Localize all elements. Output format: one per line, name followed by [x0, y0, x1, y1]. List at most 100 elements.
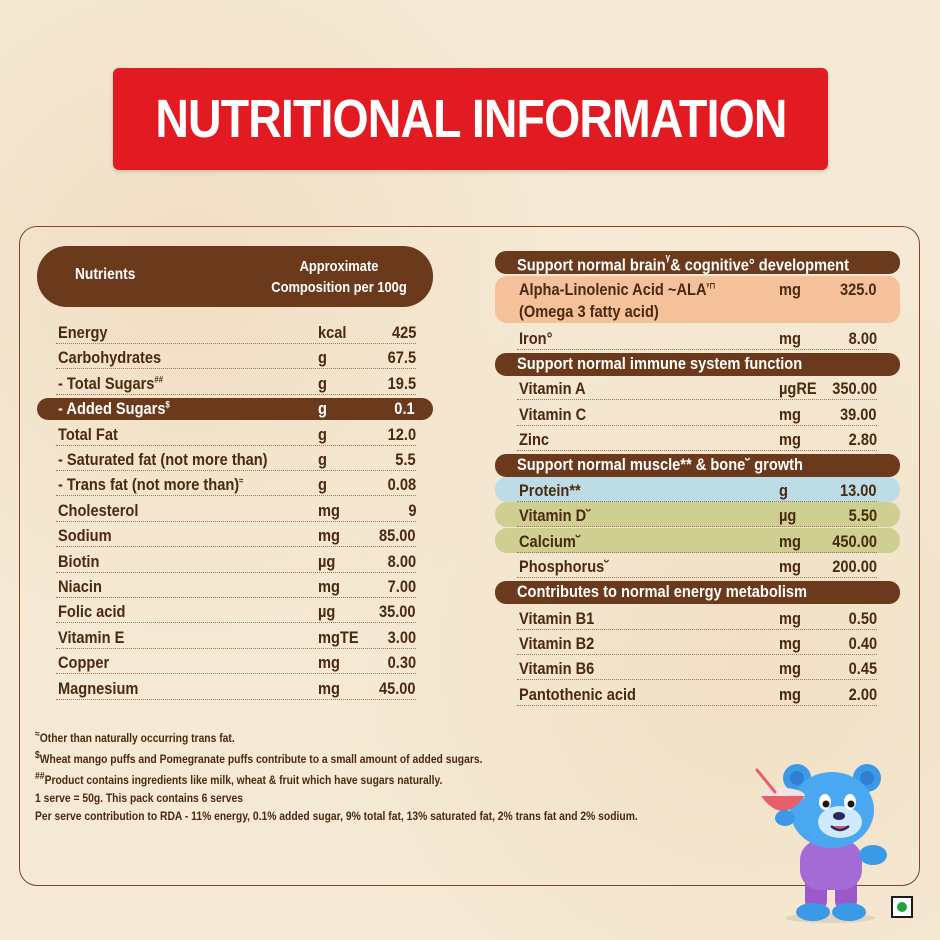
nutrient-name-text: Cholesterol [58, 500, 139, 520]
footnote-2-sup: $ [35, 750, 40, 761]
nutrient-name: - Saturated fat (not more than) [58, 450, 268, 470]
row-highlight [495, 502, 900, 527]
table-row: Biotin µg 8.00 [56, 551, 416, 573]
nutrient-sup: $ [165, 399, 170, 410]
nutrient-unit: mg [779, 329, 801, 348]
nutrient-value: 9 [407, 500, 416, 520]
table-row: Vitamin B1 mg 0.50 [517, 608, 877, 630]
nutrient-name: - Added Sugars$ [58, 399, 170, 419]
nutrient-unit: g [318, 373, 327, 393]
nutrient-name: - Trans fat (not more than)≈ [58, 475, 243, 495]
page-title: NUTRITIONAL INFORMATION [154, 89, 787, 149]
table-row: Alpha-Linolenic Acid ~ALAᵞ⊓ (Omega 3 fatt… [517, 279, 877, 323]
section-header: Contributes to normal energy metabolism [495, 581, 900, 604]
section-header-main: Support normal brain [517, 255, 666, 275]
nutrient-value: 0.50 [848, 609, 877, 628]
footnote-1-text: Other than naturally occurring trans fat… [39, 731, 235, 745]
table-row: Folic acid µg 35.00 [56, 601, 416, 624]
footnote-5: Per serve contribution to RDA - 11% ener… [35, 809, 638, 823]
table-row: Vitamin A µgRE 350.00 [517, 378, 877, 400]
table-row: Sodium mg 85.00 [56, 525, 416, 548]
section-header: Support normal muscle** & bone˘ growth [495, 454, 900, 477]
footnote-1-sup: ≈ [35, 729, 40, 740]
nutrient-name-text: Vitamin B1 [519, 609, 595, 628]
footnote-2-text: Wheat mango puffs and Pomegranate puffs … [39, 752, 483, 766]
nutrient-name-text: Iron° [519, 329, 553, 348]
nutrient-sup: ≈ [239, 475, 244, 486]
nutrient-value: 325.0 [840, 280, 877, 299]
nutrient-unit: g [318, 424, 327, 444]
nutrient-unit: µg [318, 602, 336, 622]
nutrient-name-text: Vitamin D˘ [519, 506, 592, 525]
table-row: - Added Sugars$ g 0.1 [37, 398, 433, 421]
footnotes: ≈Other than naturally occurring trans fa… [35, 726, 735, 825]
nutrient-name: Alpha-Linolenic Acid ~ALAᵞ⊓ [519, 280, 715, 300]
nutrient-name-text: Carbohydrates [58, 348, 162, 368]
nutrient-name-text: Alpha-Linolenic Acid ~ALA [519, 280, 707, 299]
table-row: Niacin mg 7.00 [56, 576, 416, 598]
footnote-3-sup: ## [35, 771, 45, 782]
nutrient-sup: ## [154, 374, 164, 385]
nutrient-name-text: Sodium [58, 526, 112, 546]
nutrient-name: Vitamin B6 [519, 659, 594, 679]
nutrient-name-text: Calcium˘ [519, 532, 581, 551]
nutrient-value: 0.30 [387, 653, 416, 673]
nutrient-unit: g [779, 481, 788, 500]
nutrient-name: Biotin [58, 552, 99, 572]
nutrient-name: - Total Sugars## [58, 374, 163, 394]
nutrient-value: 2.80 [848, 430, 877, 449]
table-row: - Saturated fat (not more than) g 5.5 [56, 449, 416, 471]
nutrient-value: 2.00 [848, 685, 877, 704]
nutrient-value: 3.00 [387, 627, 416, 647]
nutrient-name-text: Vitamin C [519, 405, 587, 424]
nutrient-name: Energy [58, 323, 108, 343]
nutrient-unit: mg [779, 634, 801, 653]
header-nutrients: Nutrients [75, 266, 136, 283]
nutrient-name: Iron° [519, 329, 552, 349]
nutrient-unit: kcal [318, 323, 347, 342]
vegetarian-mark-icon [891, 896, 913, 918]
table-row: Vitamin E mgTE 3.00 [56, 627, 416, 649]
nutrient-name: Niacin [58, 577, 102, 597]
section-header-text: Support normal muscle** & bone˘ growth [517, 455, 803, 475]
table-row: Total Fat g 12.0 [56, 424, 416, 446]
section-header-main: Contributes to normal energy metabolism [517, 582, 808, 601]
nutrient-name: Magnesium [58, 679, 138, 699]
nutrient-unit: mg [779, 405, 801, 424]
veg-dot [897, 902, 907, 912]
nutrient-unit: mg [318, 526, 340, 546]
nutrition-panel [19, 226, 920, 886]
nutrient-unit: g [318, 348, 327, 368]
nutrient-value: 45.00 [379, 678, 416, 698]
nutrient-name-text: Magnesium [58, 678, 139, 698]
nutrient-unit: mg [779, 430, 801, 449]
nutrient-name: Protein** [519, 481, 581, 501]
nutrient-value: 8.00 [848, 329, 877, 348]
footnote-3-text: Product contains ingredients like milk, … [44, 773, 443, 787]
nutrient-name-text: Zinc [519, 430, 550, 449]
nutrient-value: 13.00 [840, 481, 877, 500]
nutrient-value: 19.5 [387, 373, 416, 393]
nutrient-value: 5.5 [395, 450, 416, 469]
nutrient-name: Copper [58, 653, 109, 673]
nutrient-unit: mg [779, 609, 801, 628]
nutrient-name-text: - Total Sugars [58, 373, 155, 393]
nutrient-name-text: Folic acid [58, 602, 126, 622]
table-row: Calcium˘ mg 450.00 [517, 531, 877, 553]
section-header-text: Support normal brainᵞ& cognitive° develo… [517, 252, 849, 276]
row-highlight [495, 477, 900, 502]
nutrient-name-line2: (Omega 3 fatty acid) [519, 302, 659, 321]
nutrient-unit: g [318, 475, 327, 495]
nutrient-unit: mg [318, 500, 340, 520]
table-row: Zinc mg 2.80 [517, 429, 877, 451]
section-header-text: Support normal immune system function [517, 354, 802, 374]
nutrient-unit: mg [318, 653, 340, 673]
nutrient-name: Cholesterol [58, 501, 138, 521]
nutrient-name: Pantothenic acid [519, 685, 636, 705]
nutrient-value: 425 [391, 323, 416, 342]
nutrient-unit: mg [779, 532, 801, 551]
nutrient-value: 350.00 [832, 379, 877, 398]
header-comp-line2: Composition per 100g [271, 279, 407, 296]
title-banner: NUTRITIONAL INFORMATION [113, 68, 828, 170]
nutrient-name-text: - Added Sugars [58, 399, 166, 419]
